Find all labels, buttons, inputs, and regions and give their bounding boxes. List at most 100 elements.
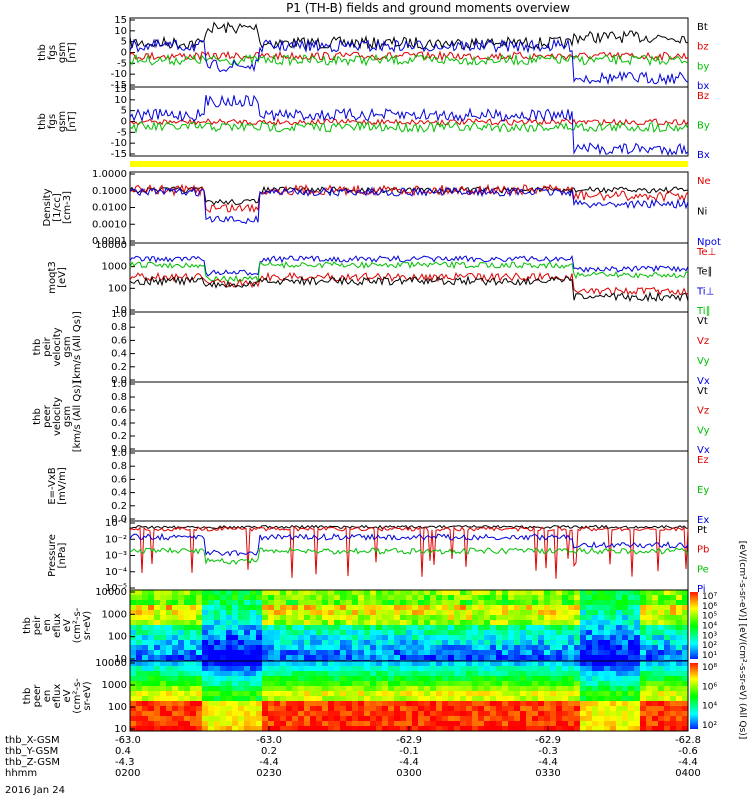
- spectrogram-cell: [418, 726, 424, 731]
- spectrogram-cell: [460, 650, 466, 655]
- spectrogram-cell: [442, 721, 448, 726]
- spectrogram-cell: [184, 701, 190, 706]
- spectrogram-cell: [508, 650, 514, 655]
- spectrogram-cell: [640, 726, 646, 731]
- spectrogram-cell: [670, 655, 676, 660]
- spectrogram-cell: [304, 706, 310, 711]
- spectrogram-cell: [592, 686, 598, 691]
- spectrogram-cell: [580, 686, 586, 691]
- spectrogram-cell: [514, 661, 520, 666]
- spectrogram-cell: [220, 630, 226, 635]
- spectrogram-cell: [238, 620, 244, 625]
- spectrogram-cell: [472, 716, 478, 721]
- spectrogram-cell: [484, 661, 490, 666]
- spectrogram-cell: [490, 655, 496, 660]
- spectrogram-cell: [544, 661, 550, 666]
- spectrogram-cell: [538, 590, 544, 595]
- spectrogram-cell: [376, 590, 382, 595]
- spectrogram-cell: [154, 681, 160, 686]
- spectrogram-cell: [478, 671, 484, 676]
- spectrogram-cell: [382, 681, 388, 686]
- spectrogram-cell: [472, 686, 478, 691]
- spectrogram-cell: [592, 666, 598, 671]
- spectrogram-cell: [256, 686, 262, 691]
- spectrogram-cell: [562, 630, 568, 635]
- spectrogram-cell: [490, 615, 496, 620]
- spectrogram-cell: [520, 676, 526, 681]
- colorbar-band: [690, 640, 698, 641]
- spectrogram-cell: [400, 716, 406, 721]
- spectrogram-cell: [484, 595, 490, 600]
- spectrogram-cell: [202, 645, 208, 650]
- spectrogram-cell: [388, 661, 394, 666]
- spectrogram-cell: [310, 661, 316, 666]
- spectrogram-cell: [292, 605, 298, 610]
- spectrogram-cell: [496, 691, 502, 696]
- spectrogram-cell: [484, 706, 490, 711]
- spectrogram-cell: [148, 686, 154, 691]
- spectrogram-cell: [670, 600, 676, 605]
- spectrogram-cell: [448, 691, 454, 696]
- y-tick-label: 10⁻⁴: [105, 567, 127, 578]
- spectrogram-cell: [232, 721, 238, 726]
- spectrogram-cell: [460, 701, 466, 706]
- spectrogram-cell: [610, 625, 616, 630]
- spectrogram-cell: [640, 655, 646, 660]
- spectrogram-cell: [280, 615, 286, 620]
- legend-entry: Ti∥: [696, 306, 711, 317]
- spectrogram-cell: [214, 625, 220, 630]
- spectrogram-cell: [226, 625, 232, 630]
- spectrogram-cell: [502, 610, 508, 615]
- spectrogram-cell: [676, 696, 682, 701]
- spectrogram-cell: [682, 645, 688, 650]
- spectrogram-cell: [160, 696, 166, 701]
- spectrogram-cell: [580, 655, 586, 660]
- spectrogram-cell: [508, 676, 514, 681]
- spectrogram-cell: [676, 620, 682, 625]
- spectrogram-cell: [202, 681, 208, 686]
- spectrogram-cell: [550, 691, 556, 696]
- spectrogram-cell: [340, 696, 346, 701]
- spectrogram-cell: [460, 640, 466, 645]
- spectrogram-cell: [658, 686, 664, 691]
- spectrogram-cell: [202, 696, 208, 701]
- x-axis-value: -62.9: [535, 735, 561, 746]
- spectrogram-cell: [286, 721, 292, 726]
- spectrogram-cell: [532, 630, 538, 635]
- spectrogram-cell: [172, 635, 178, 640]
- spectrogram-cell: [550, 681, 556, 686]
- spectrogram-cell: [586, 706, 592, 711]
- spectrogram-cell: [586, 711, 592, 716]
- spectrogram-cell: [424, 686, 430, 691]
- spectrogram-cell: [388, 721, 394, 726]
- spectrogram-cell: [328, 661, 334, 666]
- spectrogram-cell: [184, 595, 190, 600]
- spectrogram-cell: [340, 671, 346, 676]
- spectrogram-cell: [442, 716, 448, 721]
- colorbar-tick: 10¹: [702, 651, 717, 661]
- spectrogram-cell: [214, 691, 220, 696]
- spectrogram-cell: [184, 600, 190, 605]
- spectrogram-cell: [136, 691, 142, 696]
- spectrogram-cell: [544, 716, 550, 721]
- spectrogram-cell: [502, 605, 508, 610]
- spectrogram-cell: [424, 615, 430, 620]
- spectrogram-cell: [442, 686, 448, 691]
- spectrogram-cell: [208, 630, 214, 635]
- spectrogram-cell: [466, 686, 472, 691]
- spectrogram-cell: [412, 666, 418, 671]
- spectrogram-cell: [484, 640, 490, 645]
- spectrogram-cell: [244, 635, 250, 640]
- spectrogram-cell: [418, 716, 424, 721]
- spectrogram-cell: [466, 650, 472, 655]
- spectrogram-cell: [142, 600, 148, 605]
- colorbar-band: [690, 617, 698, 618]
- colorbar-band: [690, 653, 698, 654]
- spectrogram-cell: [412, 615, 418, 620]
- spectrogram-cell: [640, 615, 646, 620]
- spectrogram-cell: [568, 701, 574, 706]
- spectrogram-cell: [646, 650, 652, 655]
- spectrogram-cell: [448, 676, 454, 681]
- spectrogram-cell: [604, 711, 610, 716]
- trace-te-par: [129, 275, 689, 303]
